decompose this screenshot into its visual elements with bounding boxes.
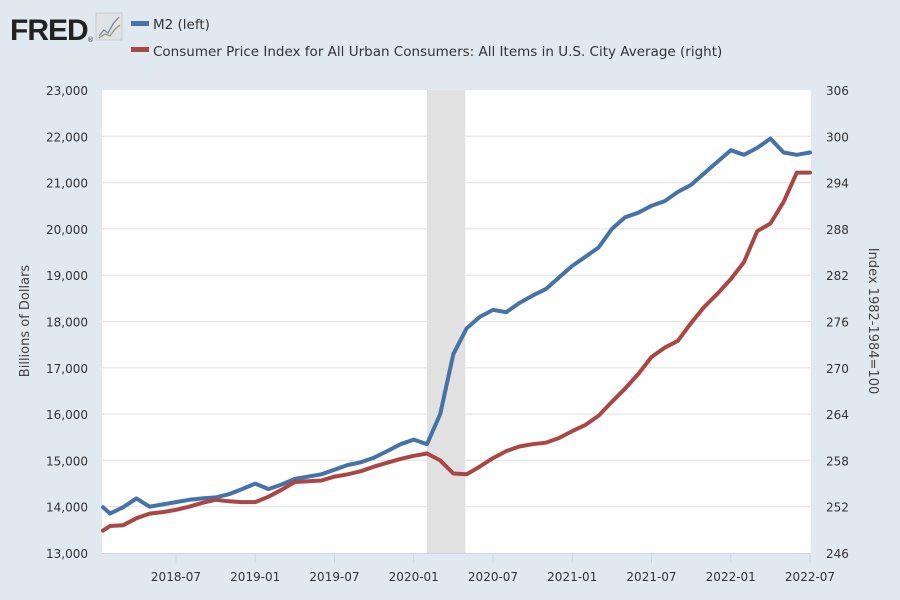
chart-logo-icon	[95, 12, 123, 41]
left-axis-title: Billions of Dollars	[18, 265, 33, 378]
left-tick-label: 14,000	[46, 501, 88, 515]
x-tick-label: 2022-01	[706, 570, 756, 584]
x-tick-label: 2021-07	[626, 570, 676, 584]
x-tick-label: 2019-01	[230, 570, 280, 584]
series-lines	[101, 136, 812, 533]
right-tick-label: 288	[826, 223, 849, 237]
left-tick-label: 15,000	[46, 454, 88, 468]
legend-swatch-cpi	[131, 47, 149, 52]
registered-mark: ®	[87, 36, 94, 44]
right-tick-label: 306	[826, 84, 849, 98]
left-tick-label: 20,000	[46, 223, 88, 237]
legend-item-cpi[interactable]: Consumer Price Index for All Urban Consu…	[131, 44, 722, 60]
left-tick-label: 19,000	[46, 269, 88, 283]
x-axis: 2018-07 2019-01 2019-07 2020-01 2020-07 2021-…	[102, 553, 835, 584]
fred-logo-text: FRED	[10, 14, 88, 47]
right-tick-label: 264	[826, 408, 849, 422]
right-axis: 246 252 258 264 270 276 282 288 294 300 306	[826, 84, 849, 561]
legend: M2 (left) Consumer Price Index for All U…	[131, 17, 722, 60]
right-tick-label: 282	[826, 269, 849, 283]
x-tick-label: 2020-07	[468, 570, 518, 584]
x-tick-label: 2018-07	[151, 570, 201, 584]
series-line-m2[interactable]	[101, 136, 812, 516]
x-tick-label: 2021-01	[547, 570, 597, 584]
x-tick-label: 2022-07	[785, 570, 835, 584]
right-tick-label: 258	[826, 454, 849, 468]
left-tick-label: 17,000	[46, 362, 88, 376]
right-tick-label: 276	[826, 316, 849, 330]
fred-logo[interactable]: FRED ®	[10, 12, 123, 47]
right-tick-label: 270	[826, 362, 849, 376]
left-axis: 13,000 14,000 15,000 16,000 17,000 18,000 19,0…	[46, 84, 88, 561]
right-tick-label: 246	[826, 547, 849, 561]
left-tick-label: 16,000	[46, 408, 88, 422]
left-tick-label: 21,000	[46, 177, 88, 191]
legend-swatch-m2	[131, 21, 149, 26]
left-tick-label: 18,000	[46, 316, 88, 330]
right-axis-title: Index 1982-1984=100	[865, 248, 880, 395]
left-tick-label: 23,000	[46, 84, 88, 98]
right-tick-label: 252	[826, 501, 849, 515]
x-tick-label: 2019-07	[309, 570, 359, 584]
x-tick-label: 2020-01	[389, 570, 439, 584]
legend-item-m2[interactable]: M2 (left)	[131, 17, 210, 33]
recession-shading	[426, 90, 466, 553]
right-tick-label: 294	[826, 177, 849, 191]
left-tick-label: 22,000	[46, 130, 88, 144]
legend-label-m2: M2 (left)	[153, 17, 210, 33]
series-line-cpi[interactable]	[101, 170, 812, 533]
legend-label-cpi: Consumer Price Index for All Urban Consu…	[153, 44, 722, 60]
left-tick-label: 13,000	[46, 547, 88, 561]
right-tick-label: 300	[826, 130, 849, 144]
